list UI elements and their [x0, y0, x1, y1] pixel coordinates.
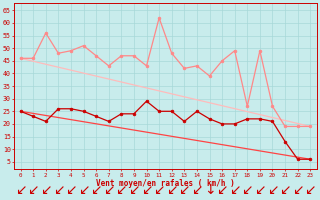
X-axis label: Vent moyen/en rafales ( km/h ): Vent moyen/en rafales ( km/h )	[96, 179, 235, 188]
